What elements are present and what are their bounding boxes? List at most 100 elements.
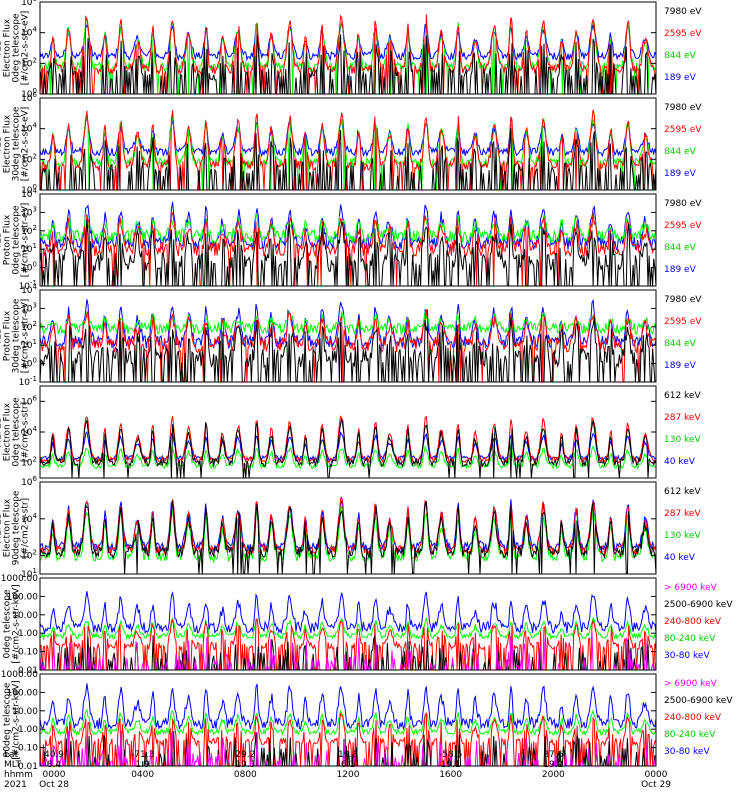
series-line-130-kev (40, 444, 656, 470)
y-axis-label-line: Proton Flux (3, 214, 13, 265)
time-axis-row-label: 2021 (4, 780, 27, 790)
x-tick-label: 19.3 (235, 760, 255, 770)
series-line-130-kev (40, 504, 656, 564)
y-axis-label-line: 90deg telescope (12, 490, 22, 565)
y-tick-label: 10.00 (12, 707, 38, 717)
legend-entry: 2595 eV (664, 125, 702, 135)
y-tick-label: 0.01 (18, 762, 38, 772)
y-tick-label: 1000.00 (1, 574, 38, 584)
y-tick-label: 0.10 (18, 744, 38, 754)
legend-entry: 40 keV (664, 457, 696, 467)
legend-entry: 130 keV (664, 435, 701, 445)
y-axis-label-line: [#/cm2-s-str-eV] (21, 203, 31, 278)
series-line-189-ev (40, 21, 656, 62)
x-tick-label: 1600 (439, 770, 462, 780)
y-axis-label-line: [#/cm2-s-str-eV] (21, 11, 31, 86)
series-line-30-80-kev (40, 683, 656, 731)
y-axis-label-line: [#/cm2-s-str-keV] (12, 584, 22, 663)
time-axis-row-label: hhmm (4, 770, 33, 780)
legend-entry: 7980 eV (664, 103, 702, 113)
panel-frame (39, 1, 657, 95)
y-axis-label-line: [#/cm2-s-str] (21, 402, 31, 462)
series-line-2595-ev (40, 309, 656, 382)
series-line-7980-ev (40, 34, 656, 94)
series-line-844-ev (40, 310, 656, 337)
legend-entry: > 6900 keV (664, 679, 718, 689)
y-axis-label-line: Electron Flux (3, 498, 13, 557)
legend-entry: 240-800 keV (664, 713, 722, 723)
y-tick-label: 100.00 (7, 592, 39, 602)
y-axis-label-line: 30deg telescope (12, 298, 22, 373)
legend-entry: 130 keV (664, 531, 701, 541)
legend-entry: 2595 eV (664, 317, 702, 327)
chart-panel-8: 0.01 0.10 1.00 10.00 100.00 1000.00 90deg tele… (1, 670, 734, 772)
y-axis-label-line: [#/cm2-s-str-keV] (12, 680, 22, 759)
series-line-240-800-kev (40, 618, 656, 670)
y-axis-label-line: Electron Flux (3, 114, 13, 173)
panel-frame (39, 193, 657, 287)
y-axis-label-line: TED (0, 39, 4, 58)
series-line-612-kev (40, 418, 656, 478)
legend-entry: 2500-6900 keV (664, 600, 733, 610)
chart-panel-7: 0.01 0.10 1.00 10.00 100.00 1000.00 0deg teles… (1, 574, 734, 676)
x-tick-label: 0000 (43, 770, 66, 780)
legend-entry: 844 eV (664, 339, 697, 349)
legend-entry: 844 eV (664, 243, 697, 253)
x-tick-label: 40.9 (44, 750, 64, 760)
legend-entry: 189 eV (664, 265, 697, 275)
y-axis-label-line: Electron Flux (3, 402, 13, 461)
x-tick-label: Oct 29 (641, 780, 671, 790)
legend-entry: 189 eV (664, 361, 697, 371)
legend-entry: 40 keV (664, 553, 696, 563)
legend-entry: 2500-6900 keV (664, 696, 733, 706)
y-axis-label-line: MEPED (0, 416, 4, 448)
y-axis-label-line: 0deg telescope (12, 397, 22, 467)
series-line-2595-ev (40, 14, 656, 94)
y-axis-label-line: Electron Flux (3, 18, 13, 77)
y-tick-label: 10.00 (12, 611, 38, 621)
x-tick-label: 8.4 (47, 760, 62, 770)
panel-frame (39, 577, 657, 671)
y-axis-label-line: 90deg telescope (3, 682, 13, 757)
legend-entry: 189 eV (664, 169, 697, 179)
series-line-30-80-kev (40, 591, 656, 635)
series-line-80-240-kev (40, 708, 656, 737)
series-line-612-kev (40, 500, 656, 574)
legend-entry: 30-80 keV (664, 651, 710, 661)
series-line-2500-6900-kev (40, 635, 656, 670)
y-tick-label: 10-1 (19, 375, 37, 388)
series-line-2500-6900-kev (40, 731, 656, 766)
y-axis-label-line: TED (0, 327, 4, 346)
x-tick-label: 19.1 (441, 760, 461, 770)
y-tick-label: 106 (21, 0, 37, 8)
legend-entry: 844 eV (664, 147, 697, 157)
legend-entry: 7980 eV (664, 199, 702, 209)
series-line-80-240-kev (40, 616, 656, 641)
x-tick-label: -58.5 (439, 750, 462, 760)
y-tick-label: 1.00 (18, 725, 38, 735)
x-tick-label: -71.3 (131, 750, 154, 760)
legend-entry: 7980 eV (664, 7, 702, 17)
legend-entry: 612 keV (664, 487, 701, 497)
y-axis-label-line: TED (0, 231, 4, 250)
y-tick-label: 106 (21, 475, 37, 488)
x-tick-label: 87.6 (543, 750, 563, 760)
y-tick-label: 100.00 (7, 688, 39, 698)
legend-entry: 30-80 keV (664, 747, 710, 757)
legend-entry: 2595 eV (664, 29, 702, 39)
y-tick-label: 1000.00 (1, 670, 38, 680)
legend-entry: 844 eV (664, 51, 697, 61)
y-axis-label-line: [#/cm2-s-str] (21, 498, 31, 558)
legend-entry: 80-240 keV (664, 730, 716, 740)
y-axis-label-line: MEPED (0, 512, 4, 544)
x-tick-label: 29.2 (235, 750, 255, 760)
series-line--6900-kev (40, 631, 656, 670)
x-tick-label: 1.9 (136, 760, 151, 770)
